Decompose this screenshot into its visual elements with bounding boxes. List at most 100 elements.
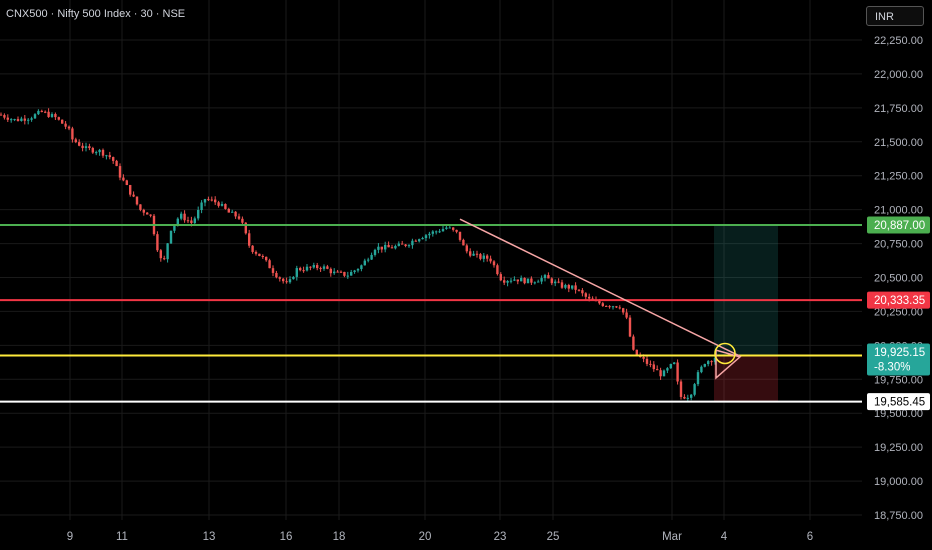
- candle: [605, 305, 608, 307]
- candle: [700, 366, 703, 373]
- candle: [486, 255, 489, 259]
- candle: [370, 254, 373, 260]
- candle: [132, 194, 135, 197]
- candle: [207, 199, 210, 201]
- candle: [105, 155, 108, 157]
- candle: [312, 265, 315, 268]
- candle: [166, 243, 169, 260]
- candle: [462, 239, 465, 246]
- candle: [343, 271, 346, 276]
- price-tick-label: 20,750.00: [874, 239, 923, 251]
- candle: [336, 271, 339, 273]
- candle: [414, 240, 417, 242]
- candle: [503, 280, 506, 283]
- candle: [356, 269, 360, 271]
- candle: [95, 152, 98, 154]
- trendline: [459, 218, 741, 357]
- candle: [397, 243, 400, 246]
- candle: [299, 268, 302, 271]
- candle: [384, 244, 387, 250]
- candle: [309, 266, 312, 268]
- candle: [44, 111, 47, 113]
- currency-selector[interactable]: INR: [866, 6, 924, 26]
- candle: [203, 199, 207, 203]
- current-price-text: 19,925.15: [874, 347, 925, 359]
- candle: [652, 364, 655, 370]
- candle: [642, 356, 645, 359]
- candle: [482, 255, 485, 259]
- candle: [673, 362, 676, 364]
- candle: [159, 250, 162, 259]
- candle: [577, 289, 581, 291]
- candle: [353, 270, 356, 272]
- price-tick-label: 20,500.00: [874, 273, 923, 285]
- candle: [557, 281, 560, 283]
- price-tick-label: 21,250.00: [874, 171, 923, 183]
- candle: [350, 271, 353, 276]
- candle: [509, 280, 513, 282]
- candle: [676, 362, 679, 382]
- candle: [632, 336, 635, 350]
- resistance-price-text: 20,887.00: [874, 220, 925, 232]
- candle: [261, 256, 264, 258]
- candle: [50, 114, 54, 117]
- candle: [3, 115, 6, 118]
- profit-zone: [714, 224, 778, 356]
- circle-marker: [714, 342, 736, 365]
- candle: [438, 231, 441, 233]
- symbol-title[interactable]: CNX500 · Nifty 500 Index · 30 · NSE: [6, 8, 186, 20]
- candle: [40, 110, 43, 112]
- candle: [115, 160, 118, 167]
- candle: [254, 251, 258, 254]
- time-tick-label: 4: [721, 531, 728, 543]
- candle: [404, 244, 407, 246]
- candle: [220, 203, 224, 206]
- time-tick-label: 16: [280, 531, 293, 543]
- candle: [248, 233, 251, 246]
- candle: [67, 126, 71, 129]
- entry-top-price-text: 20,333.35: [874, 295, 925, 307]
- candle: [285, 281, 288, 283]
- candle: [278, 277, 281, 279]
- candle: [27, 119, 30, 121]
- candle: [6, 117, 9, 120]
- candle: [584, 293, 587, 297]
- candle: [448, 227, 451, 229]
- candle: [91, 148, 94, 153]
- candle: [571, 285, 574, 289]
- price-axis: 22,250.00 22,000.00 21,750.00 21,500.00 21,2…: [874, 35, 923, 522]
- candle: [210, 199, 213, 201]
- candle: [61, 119, 64, 124]
- candle: [656, 369, 659, 371]
- candle: [200, 202, 203, 211]
- candle: [472, 253, 475, 256]
- candle: [479, 254, 482, 259]
- candle: [475, 253, 479, 255]
- candle: [305, 266, 309, 271]
- candle: [84, 146, 88, 149]
- entry-top-price-label: [867, 291, 930, 309]
- candle: [81, 145, 84, 149]
- candle: [322, 266, 326, 269]
- candle: [54, 114, 57, 118]
- candle: [387, 244, 390, 248]
- candle: [707, 361, 710, 365]
- candle: [547, 275, 550, 279]
- candle: [57, 117, 60, 120]
- candle: [142, 209, 145, 213]
- candle: [380, 246, 383, 250]
- candle: [214, 199, 217, 203]
- candle: [598, 300, 601, 304]
- candle: [567, 285, 570, 289]
- time-tick-label: 13: [203, 531, 216, 543]
- candle: [367, 259, 370, 261]
- time-tick-label: Mar: [662, 531, 682, 543]
- candle: [282, 278, 285, 282]
- candle: [37, 110, 40, 115]
- time-tick-label: 25: [547, 531, 560, 543]
- candle: [669, 363, 672, 369]
- candle: [489, 258, 492, 262]
- candle: [163, 258, 166, 260]
- candle: [112, 157, 115, 161]
